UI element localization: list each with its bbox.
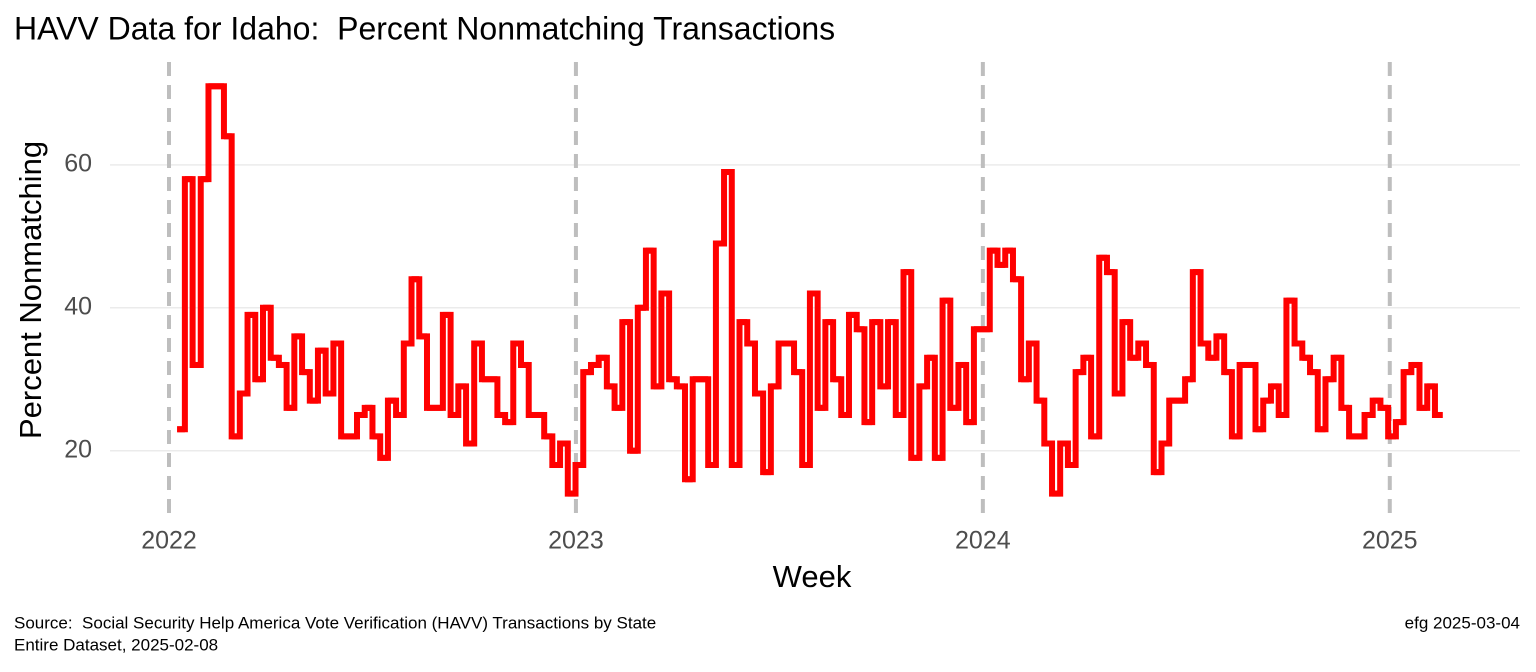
chart-title: HAVV Data for Idaho: Percent Nonmatching… [14, 10, 835, 46]
x-tick-label: 2022 [141, 527, 197, 555]
caption-right: efg 2025-03-04 [1405, 613, 1520, 632]
caption: Entire Dataset, 2025-02-08 [14, 635, 218, 654]
x-tick-label: 2025 [1362, 527, 1418, 555]
y-tick-label: 60 [64, 149, 92, 177]
x-axis-label: Week [773, 559, 852, 594]
caption: Source: Social Security Help America Vot… [14, 613, 656, 632]
y-axis-label: Percent Nonmatching [13, 141, 48, 439]
x-tick-label: 2024 [955, 527, 1011, 555]
x-tick-label: 2023 [548, 527, 604, 555]
y-tick-label: 40 [64, 292, 92, 320]
step-connector [177, 83, 1443, 497]
y-tick-label: 20 [64, 435, 92, 463]
